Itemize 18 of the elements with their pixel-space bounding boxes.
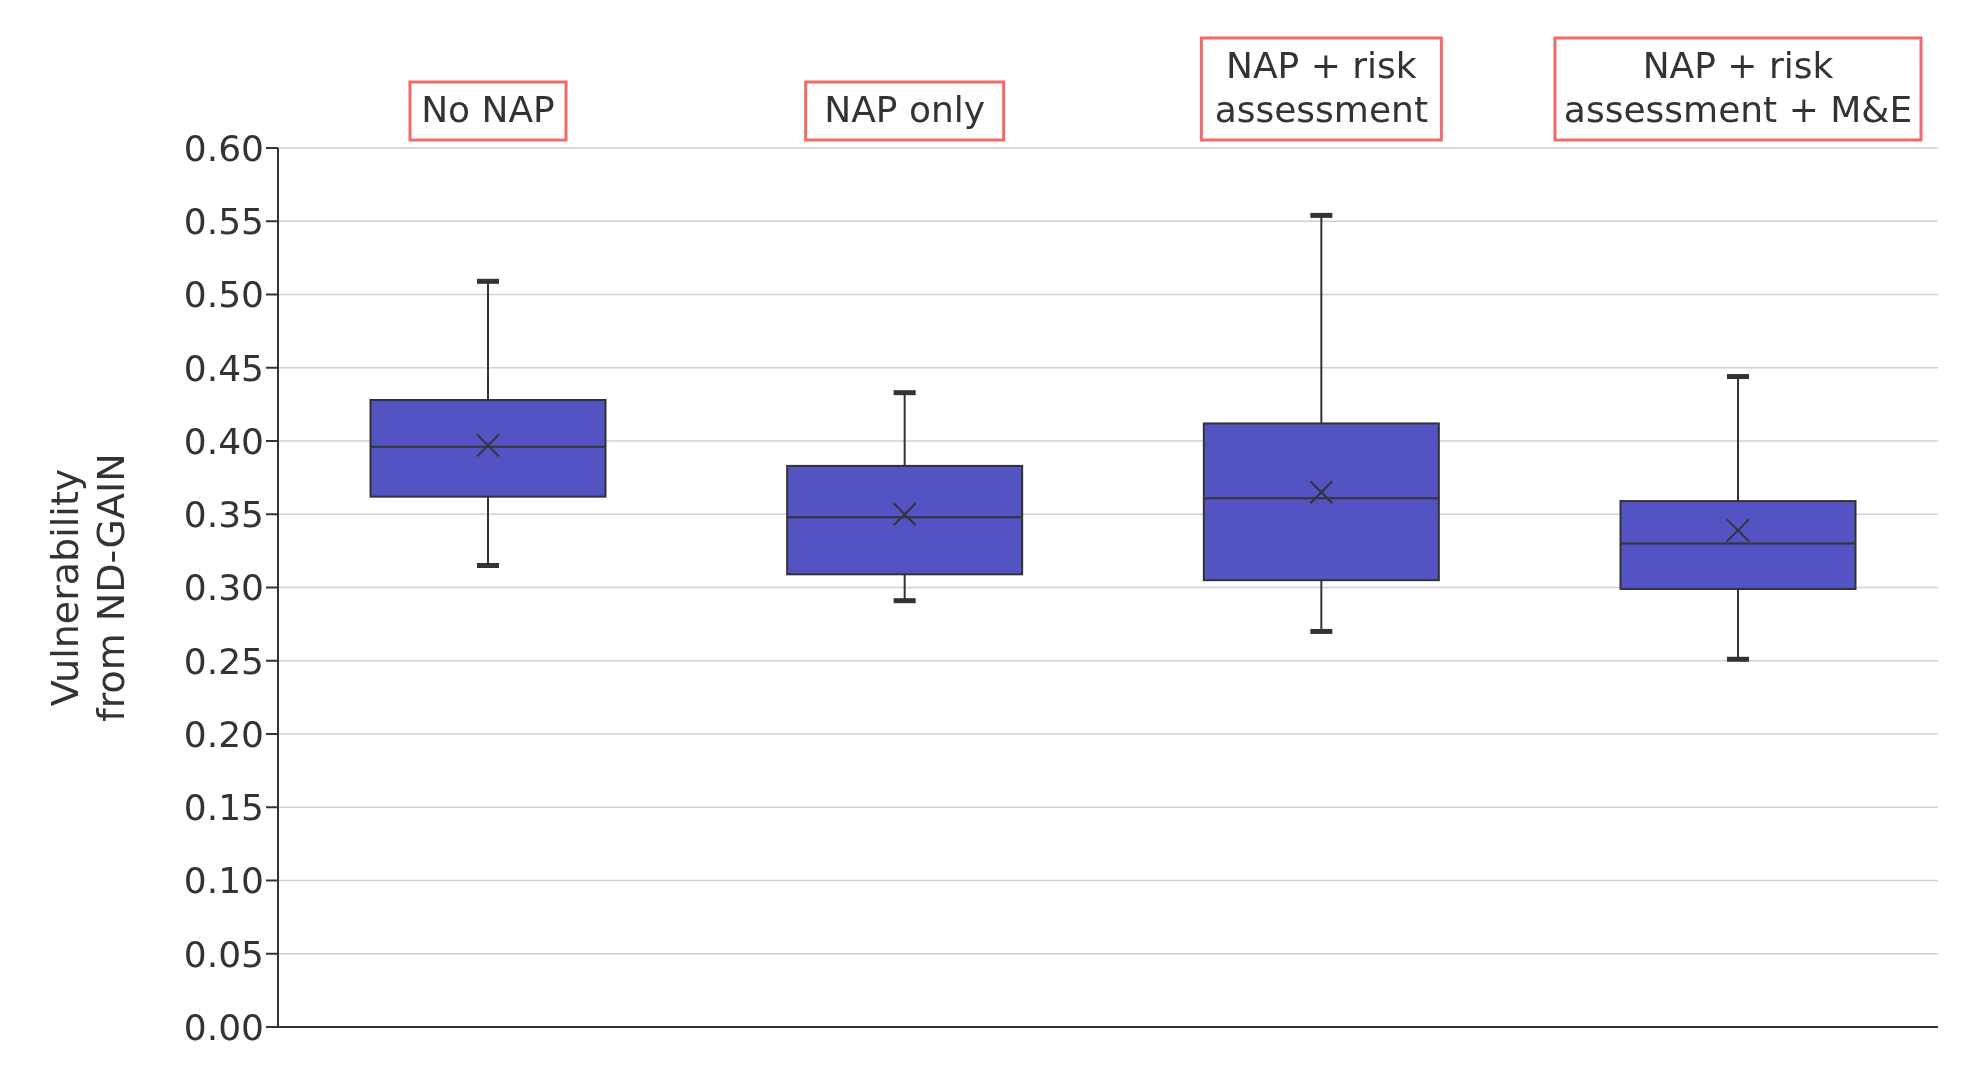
- y-axis-title: Vulnerability from ND-GAIN: [43, 453, 133, 722]
- x-tick-label: NAP + risk assessment: [1214, 45, 1429, 130]
- y-tick-label: 0.10: [183, 860, 264, 902]
- y-tick-label: 0.55: [183, 201, 264, 243]
- y-tick-label: 0.50: [183, 274, 264, 316]
- y-tick-label: 0.30: [183, 567, 264, 609]
- x-tick-label: No NAP: [421, 89, 555, 130]
- y-tick-label: 0.35: [183, 494, 264, 536]
- y-tick-label: 0.45: [183, 347, 264, 389]
- y-tick-label: 0.15: [183, 787, 264, 829]
- y-tick-label: 0.60: [183, 127, 264, 169]
- y-tick-label: 0.25: [183, 640, 264, 682]
- x-tick-label: NAP + risk assessment + M&E: [1563, 45, 1913, 130]
- y-tick-label: 0.05: [183, 933, 264, 975]
- y-tick-label: 0.00: [183, 1006, 264, 1048]
- y-tick-label: 0.20: [183, 713, 264, 755]
- x-tick-label: NAP only: [824, 89, 986, 130]
- y-tick-label: 0.40: [183, 420, 264, 462]
